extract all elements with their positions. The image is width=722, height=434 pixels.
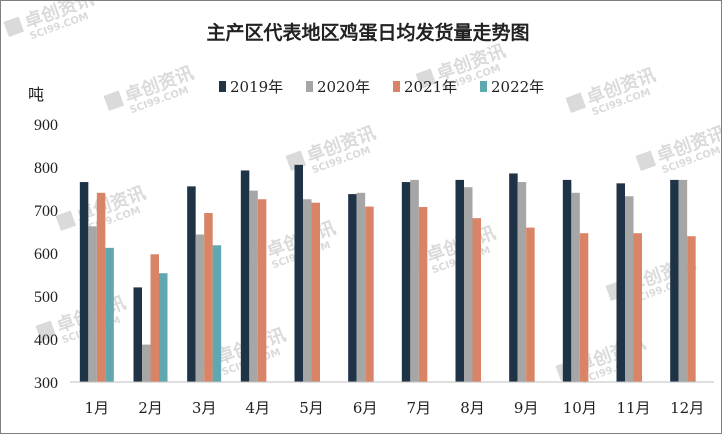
x-tick-label: 9月 [514,399,539,417]
watermark-mark [3,16,25,37]
bar-2020年-7月 [410,179,419,382]
x-axis-labels: 1月 2月 3月 4月 5月 6月 7月 8月 9月 10月 11月 12月 [85,399,705,417]
watermark-mark [635,150,657,171]
bar-2021年-10月 [579,233,589,382]
bar-2020年-10月 [571,192,580,382]
y-tick-label: 300 [34,375,58,392]
y-tick-label: 500 [34,289,58,306]
chart-title: 主产区代表地区鸡蛋日均发货量走势图 [206,21,529,44]
bar-2022年-2月 [159,273,168,382]
legend-swatch [306,81,313,92]
bar-2019年-10月 [562,179,572,382]
legend-label: 2022年 [491,78,544,96]
y-tick-label: 400 [34,332,58,349]
watermark-mark [103,90,125,111]
bar-2020年-12月 [678,179,688,382]
bar-2021年-7月 [418,206,428,382]
bar-2021年-3月 [204,213,213,382]
bar-2022年-3月 [212,245,222,382]
x-tick-label: 3月 [192,399,217,417]
bar-2020年-4月 [249,190,258,382]
y-tick-label: 900 [34,117,58,134]
legend-label: 2019年 [230,78,283,96]
bar-2021年-6月 [365,206,374,382]
bar-2021年-11月 [633,233,642,382]
x-tick-label: 12月 [670,399,704,417]
bar-2021年-12月 [687,236,696,382]
bar-2021年-1月 [96,192,106,382]
bar-2021年-8月 [472,218,481,382]
bar-2020年-11月 [625,196,634,382]
bar-2021年-9月 [526,227,535,382]
legend: 2019年 2020年 2021年 2022年 [219,78,544,96]
bar-2019年-7月 [401,182,411,382]
bar-2019年-1月 [79,182,89,382]
x-tick-label: 11月 [616,399,650,417]
bar-2019年-11月 [616,183,625,382]
x-tick-label: 6月 [353,399,378,417]
watermark-mark [415,68,437,89]
bar-2020年-5月 [303,199,312,382]
bar-2020年-8月 [464,187,473,382]
bar-2019年-8月 [455,179,464,382]
bar-2019年-12月 [670,179,679,382]
watermark-mark [55,210,77,231]
bar-2020年-6月 [356,192,366,382]
bar-2019年-5月 [294,164,303,382]
x-tick-label: 8月 [460,399,485,417]
bar-2021年-5月 [311,202,320,382]
x-tick-label: 7月 [407,399,432,417]
bar-2019年-9月 [509,173,518,382]
y-axis-ticks: 300 400 500 600 700 800 900 [34,117,58,392]
y-tick-label: 700 [34,203,58,220]
bar-2020年-9月 [517,182,527,382]
legend-swatch [219,81,226,92]
bar-2019年-6月 [348,194,357,382]
x-tick-label: 2月 [138,399,163,417]
x-tick-label: 5月 [299,399,324,417]
bar-2020年-1月 [88,226,97,382]
bar-2020年-3月 [195,234,205,382]
y-axis-unit-label: 吨 [28,85,44,104]
legend-label: 2020年 [317,78,370,96]
bar-2020年-2月 [142,344,151,382]
legend-swatch [480,81,487,92]
y-tick-label: 600 [34,246,58,263]
bar-2021年-4月 [257,199,267,382]
legend-label: 2021年 [404,78,457,96]
bar-2019年-4月 [240,170,250,382]
watermark-mark [565,92,587,113]
x-tick-label: 1月 [85,399,110,417]
bars [79,164,696,382]
bar-2021年-2月 [150,254,159,382]
legend-swatch [393,81,400,92]
x-tick-label: 10月 [563,399,597,417]
bar-2022年-1月 [105,247,114,382]
bar-2019年-3月 [187,186,196,382]
bar-2019年-2月 [133,287,142,382]
watermark-mark [35,320,57,341]
x-tick-label: 4月 [246,399,271,417]
y-tick-label: 800 [34,160,58,177]
